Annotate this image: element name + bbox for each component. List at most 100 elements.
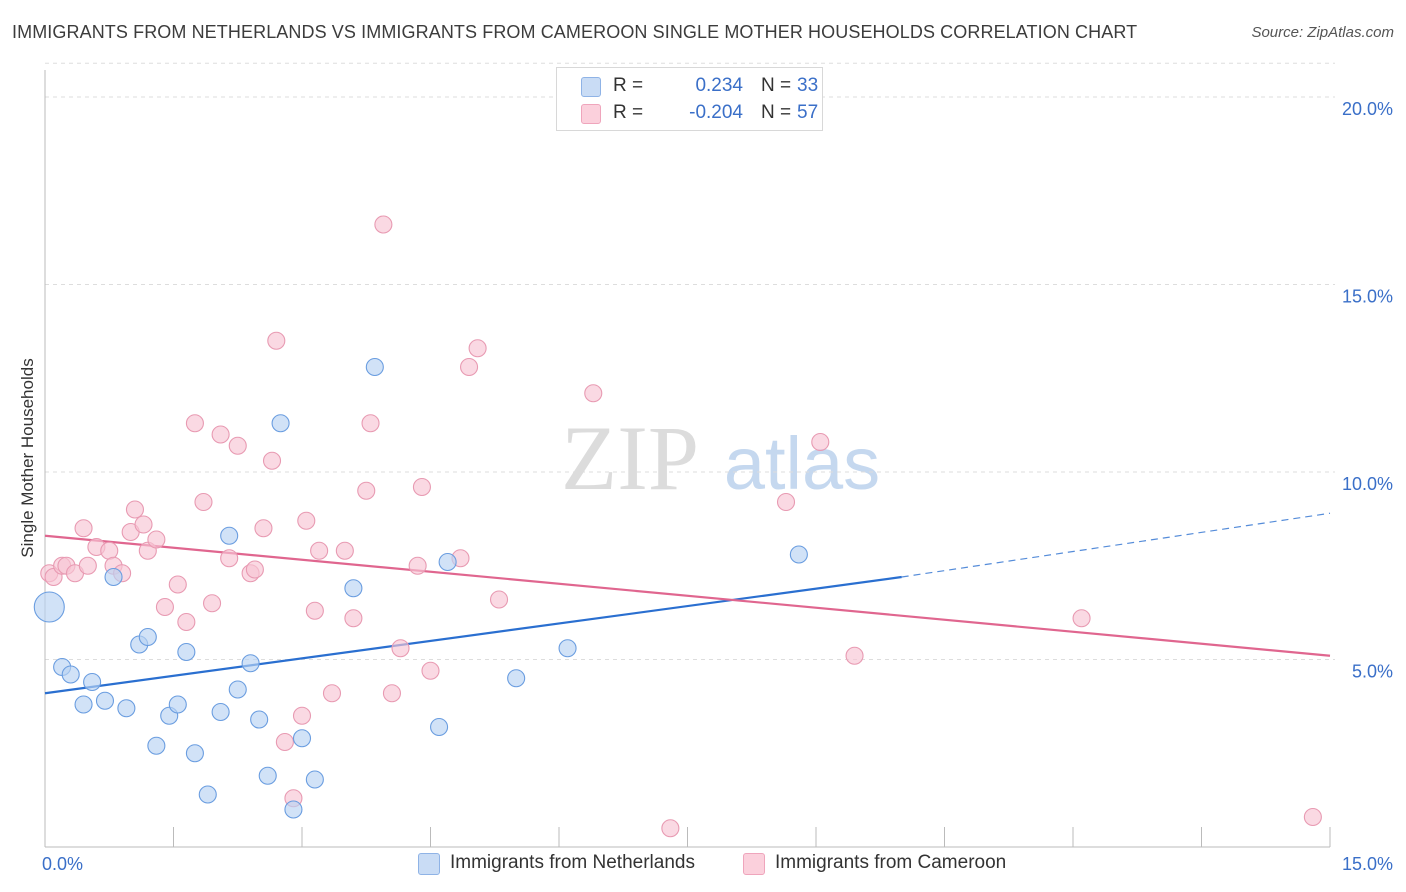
point-cameroon <box>357 481 376 500</box>
point-netherlands <box>147 736 166 755</box>
point-netherlands <box>117 699 136 718</box>
point-cameroon <box>489 590 509 609</box>
n-label: N = <box>761 102 792 123</box>
point-cameroon <box>661 819 680 838</box>
point-cameroon <box>74 519 93 538</box>
point-cameroon <box>125 500 144 519</box>
point-cameroon <box>459 357 479 377</box>
point-netherlands <box>789 545 808 564</box>
point-cameroon <box>1072 609 1091 628</box>
n-value: 33 <box>797 75 819 96</box>
cameroon-swatch <box>581 104 601 124</box>
point-cameroon <box>267 331 286 350</box>
legend-label: Immigrants from Netherlands <box>450 852 695 873</box>
r-label: R = <box>613 102 644 123</box>
point-netherlands <box>168 695 187 714</box>
point-netherlands <box>258 766 277 785</box>
point-cameroon <box>155 597 174 617</box>
chart-title: IMMIGRANTS FROM NETHERLANDS VS IMMIGRANT… <box>12 22 1138 42</box>
r-value: 0.234 <box>695 75 743 96</box>
point-netherlands <box>185 744 204 763</box>
x-tick-label: 15.0% <box>1342 854 1393 874</box>
point-cameroon <box>361 414 380 433</box>
point-netherlands <box>228 680 247 699</box>
point-netherlands <box>83 672 102 692</box>
legend-label: Immigrants from Cameroon <box>775 852 1007 873</box>
r-value: -0.204 <box>689 102 743 123</box>
trend-netherlands <box>44 575 902 695</box>
y-axis-label: Single Mother Households <box>18 358 37 558</box>
point-netherlands <box>558 639 577 658</box>
point-cameroon <box>344 609 363 628</box>
point-cameroon <box>412 477 431 497</box>
point-cameroon <box>194 492 213 512</box>
point-netherlands <box>305 770 324 789</box>
y-tick-label: 5.0% <box>1352 662 1393 682</box>
point-cameroon <box>203 594 222 613</box>
trend-netherlands-extension <box>901 512 1331 578</box>
stats-legend: R = 0.234 N = 33 R = -0.204 N = 57 <box>556 67 823 131</box>
point-cameroon <box>305 601 324 620</box>
point-cameroon <box>228 436 247 455</box>
netherlands-swatch <box>581 77 601 97</box>
point-cameroon <box>168 575 187 594</box>
point-netherlands <box>271 414 290 433</box>
point-netherlands <box>344 579 363 598</box>
point-cameroon <box>382 684 402 703</box>
point-netherlands <box>95 691 115 710</box>
point-cameroon <box>147 530 166 549</box>
y-tick-label: 10.0% <box>1342 474 1393 494</box>
data-points <box>33 215 1322 838</box>
r-label: R = <box>613 75 644 96</box>
point-netherlands <box>284 800 303 819</box>
point-netherlands <box>430 717 449 737</box>
point-netherlands <box>211 702 230 722</box>
point-netherlands <box>104 567 123 587</box>
point-cameroon <box>177 612 196 632</box>
point-netherlands <box>177 642 196 662</box>
point-cameroon <box>421 661 440 680</box>
point-cameroon <box>100 541 119 560</box>
point-cameroon <box>811 432 830 452</box>
point-netherlands <box>292 729 312 748</box>
point-cameroon <box>254 519 273 538</box>
point-cameroon <box>322 684 342 703</box>
watermark: ZIP atlas <box>561 407 880 509</box>
point-cameroon <box>335 541 354 560</box>
point-cameroon <box>262 451 282 470</box>
n-label: N = <box>761 75 792 96</box>
point-netherlands <box>198 785 217 804</box>
x-tick-label: 0.0% <box>42 854 83 874</box>
point-cameroon <box>468 339 487 358</box>
trend-lines <box>44 512 1331 695</box>
point-cameroon <box>776 492 796 512</box>
point-cameroon <box>245 560 264 579</box>
point-netherlands <box>74 695 93 714</box>
tick-labels: 5.0% 10.0% 15.0% 20.0% 0.0% 15.0% <box>42 99 1393 874</box>
point-cameroon <box>297 511 316 530</box>
y-tick-label: 15.0% <box>1342 287 1393 307</box>
source-credit: Source: ZipAtlas.com <box>1251 24 1394 41</box>
point-netherlands <box>507 669 526 688</box>
point-cameroon <box>408 556 427 575</box>
grid-lines <box>45 62 1335 660</box>
point-netherlands <box>438 552 457 572</box>
watermark-zip: ZIP <box>561 407 699 509</box>
point-cameroon <box>845 646 864 665</box>
point-netherlands <box>365 357 384 377</box>
point-cameroon <box>275 732 294 752</box>
point-cameroon <box>391 639 410 658</box>
point-cameroon <box>292 706 312 725</box>
point-netherlands <box>33 591 65 623</box>
axes <box>44 70 1331 848</box>
point-netherlands <box>250 710 269 729</box>
point-cameroon <box>310 541 329 560</box>
point-netherlands <box>138 627 157 647</box>
y-tick-label: 20.0% <box>1342 99 1393 119</box>
point-cameroon <box>78 556 97 575</box>
point-netherlands <box>241 654 260 673</box>
point-netherlands <box>220 526 239 545</box>
point-cameroon <box>1303 807 1322 827</box>
watermark-atlas: atlas <box>724 422 880 505</box>
